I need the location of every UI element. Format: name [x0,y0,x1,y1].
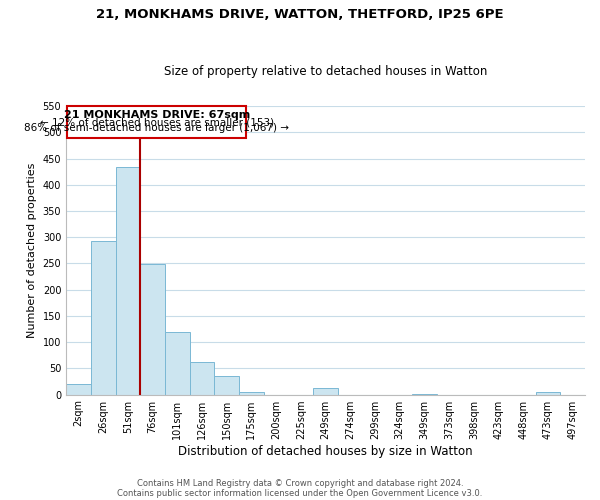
Bar [239,392,264,394]
Title: Size of property relative to detached houses in Watton: Size of property relative to detached ho… [164,66,487,78]
Text: 21, MONKHAMS DRIVE, WATTON, THETFORD, IP25 6PE: 21, MONKHAMS DRIVE, WATTON, THETFORD, IP… [96,8,504,20]
X-axis label: Distribution of detached houses by size in Watton: Distribution of detached houses by size … [178,444,473,458]
Bar [66,384,91,394]
Text: Contains public sector information licensed under the Open Government Licence v3: Contains public sector information licen… [118,488,482,498]
Bar [116,168,140,394]
Bar [214,376,239,394]
Text: 21 MONKHAMS DRIVE: 67sqm: 21 MONKHAMS DRIVE: 67sqm [64,110,250,120]
Bar [536,392,560,394]
Bar [190,362,214,394]
Text: 86% of semi-detached houses are larger (1,067) →: 86% of semi-detached houses are larger (… [25,124,289,134]
FancyBboxPatch shape [67,106,247,138]
Bar [165,332,190,394]
Text: Contains HM Land Registry data © Crown copyright and database right 2024.: Contains HM Land Registry data © Crown c… [137,478,463,488]
Bar [91,241,116,394]
Bar [140,264,165,394]
Text: ← 12% of detached houses are smaller (153): ← 12% of detached houses are smaller (15… [40,117,274,127]
Y-axis label: Number of detached properties: Number of detached properties [27,162,37,338]
Bar [313,388,338,394]
